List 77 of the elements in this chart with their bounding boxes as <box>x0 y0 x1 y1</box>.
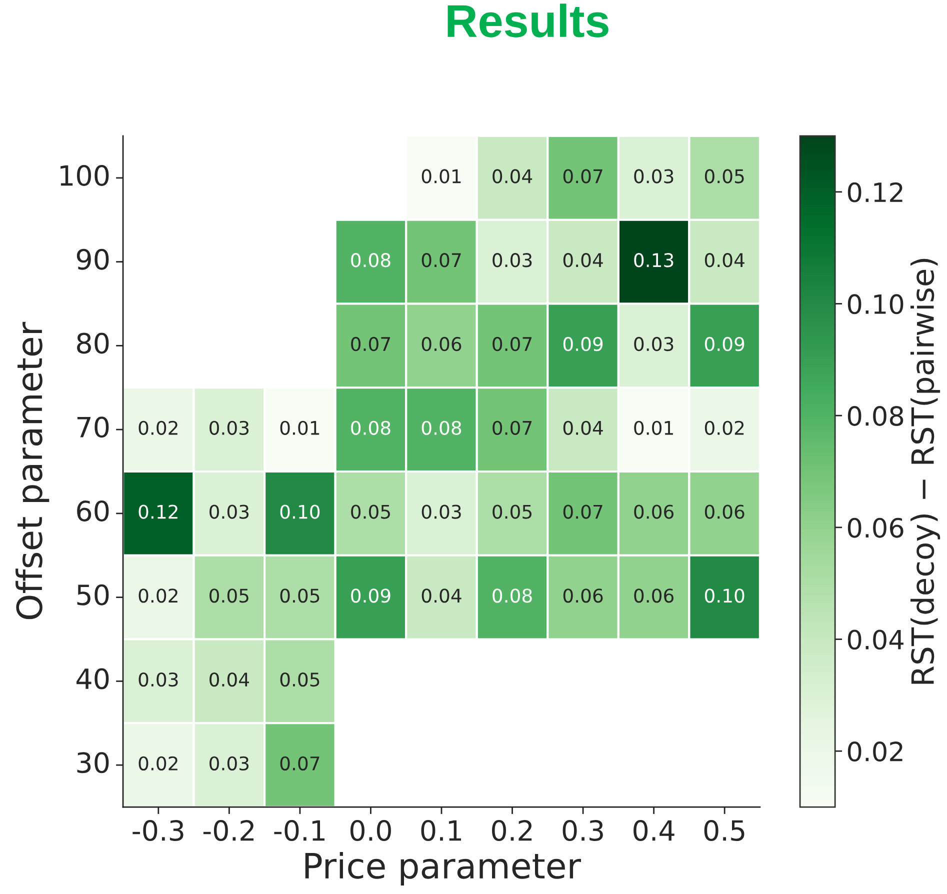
y-tick-label: 90 <box>76 248 109 270</box>
data-label: 0.08 <box>492 588 532 603</box>
data-label: 0.12 <box>138 504 178 519</box>
data-label: 0.02 <box>704 420 744 435</box>
color-bar-label: 0.04 <box>848 630 904 650</box>
color-bar-title: RST(decoy) − RST(pairwise) <box>910 258 940 684</box>
x-tick-label: 0.3 <box>562 820 603 842</box>
x-tick-label: 0.4 <box>634 820 674 842</box>
data-label: 0.03 <box>210 756 249 771</box>
data-label: 0.07 <box>563 504 602 519</box>
x-tick-label: 0.0 <box>350 820 391 842</box>
data-label: 0.06 <box>704 504 744 519</box>
data-label: 0.01 <box>280 420 320 435</box>
data-label: 0.05 <box>280 588 320 603</box>
data-label: 0.07 <box>351 336 390 352</box>
data-label: 0.03 <box>210 504 249 519</box>
data-label: 0.03 <box>492 253 532 268</box>
data-label: 0.10 <box>704 588 744 603</box>
y-tick-label: 100 <box>60 164 109 186</box>
color-bar-label: 0.12 <box>848 182 902 202</box>
data-label: 0.03 <box>634 169 674 184</box>
data-label: 0.05 <box>351 504 390 519</box>
chart-title: Results <box>448 4 608 38</box>
y-tick-label: 70 <box>77 416 109 438</box>
data-label: 0.07 <box>422 253 461 268</box>
x-tick-label: 0.1 <box>421 820 462 842</box>
x-tick-label: 0.5 <box>704 820 744 842</box>
color-bar-label: 0.02 <box>848 742 902 762</box>
data-label: 0.04 <box>704 253 744 268</box>
y-tick-label: 30 <box>77 752 109 774</box>
y-tick-label: 40 <box>76 668 109 690</box>
color-bar-label: 0.06 <box>848 518 904 538</box>
data-label: 0.06 <box>422 336 462 352</box>
data-label: 0.02 <box>138 420 178 435</box>
data-label: 0.03 <box>138 672 178 687</box>
data-label: 0.04 <box>210 672 249 687</box>
data-label: 0.06 <box>634 588 674 603</box>
data-label: 0.01 <box>422 169 461 184</box>
data-label: 0.09 <box>351 588 390 603</box>
data-label: 0.09 <box>704 336 744 352</box>
data-label: 0.07 <box>280 756 320 771</box>
data-label: 0.03 <box>422 504 461 519</box>
data-label: 0.08 <box>422 420 462 435</box>
data-label: 0.03 <box>210 420 249 435</box>
data-label: 0.03 <box>634 336 674 352</box>
data-label: 0.01 <box>634 420 673 435</box>
data-label: 0.07 <box>492 336 532 352</box>
data-label: 0.07 <box>492 420 532 435</box>
data-label: 0.05 <box>210 588 248 603</box>
color-bar-label: 0.10 <box>848 294 904 314</box>
y-tick-label: 60 <box>77 500 109 522</box>
data-label: 0.09 <box>563 336 603 352</box>
data-label: 0.05 <box>492 504 532 519</box>
data-label: 0.05 <box>280 672 320 687</box>
x-tick-label: -0.2 <box>203 820 254 842</box>
data-label: 0.05 <box>704 169 744 184</box>
data-label: 0.02 <box>138 756 178 771</box>
data-label: 0.04 <box>422 588 462 603</box>
data-label: 0.04 <box>563 253 603 268</box>
data-label: 0.06 <box>634 504 674 519</box>
data-label: 0.07 <box>563 169 602 184</box>
x-axis-title: Price parameter <box>305 852 582 886</box>
data-label: 0.06 <box>563 588 603 603</box>
color-bar-label: 0.08 <box>848 406 904 426</box>
x-tick-label: -0.3 <box>132 820 184 842</box>
data-label: 0.10 <box>280 504 320 519</box>
x-tick-label: -0.1 <box>274 820 324 842</box>
y-axis-title: Offset parameter <box>16 322 50 620</box>
data-label: 0.04 <box>492 169 532 184</box>
data-label: 0.04 <box>563 420 603 435</box>
data-label: 0.02 <box>138 588 178 603</box>
x-tick-label: 0.2 <box>492 820 532 842</box>
y-tick-label: 80 <box>77 332 109 354</box>
data-label: 0.08 <box>351 253 390 268</box>
data-label: 0.08 <box>351 420 390 435</box>
data-label: 0.13 <box>634 253 674 268</box>
y-tick-label: 50 <box>77 584 109 606</box>
